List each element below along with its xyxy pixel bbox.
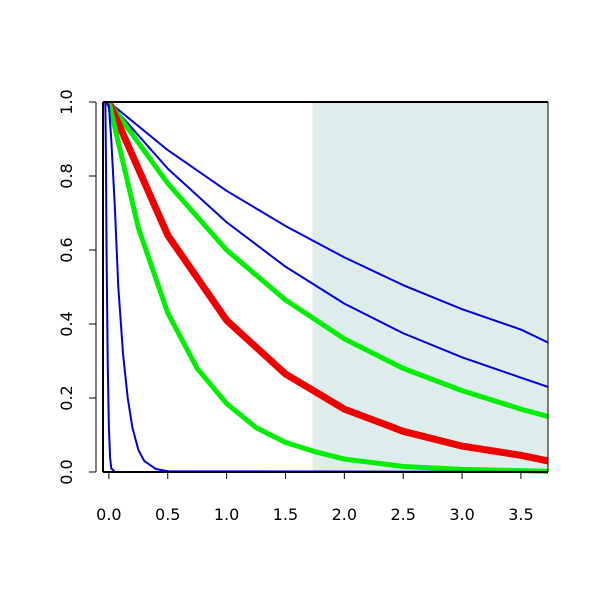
y-tick-label: 1.0 (57, 89, 76, 114)
x-tick-label: 2.0 (332, 505, 357, 524)
x-tick-label: 2.5 (390, 505, 415, 524)
series-layer (104, 100, 549, 474)
y-tick-label: 0.8 (57, 163, 76, 188)
shaded-region (312, 102, 548, 472)
series-line-7 (104, 101, 548, 473)
x-tick-label: 3.5 (508, 505, 533, 524)
y-tick-label: 0.6 (57, 237, 76, 262)
series-line-2 (108, 101, 549, 388)
axes-layer: 0.0 0.5 1.0 1.5 2.0 2.5 3.0 3.5 0.0 0.2 0.4 0.6 0.8 1… (57, 89, 549, 524)
y-tick-label: 0.2 (57, 385, 76, 410)
y-tick-label: 0.0 (57, 459, 76, 484)
series-line-1 (108, 101, 549, 344)
series-line-3 (106, 100, 549, 419)
x-tick-label: 0.5 (155, 505, 180, 524)
x-tick-label: 1.5 (273, 505, 298, 524)
shaded-region-layer (312, 102, 548, 472)
series-line-6 (105, 101, 549, 473)
series-line-5 (106, 101, 549, 474)
x-tick-label: 1.0 (214, 505, 239, 524)
series-line-4 (105, 100, 549, 465)
x-tick-label: 3.0 (449, 505, 474, 524)
x-tick-label: 0.0 (96, 505, 121, 524)
y-tick-label: 0.4 (57, 311, 76, 336)
